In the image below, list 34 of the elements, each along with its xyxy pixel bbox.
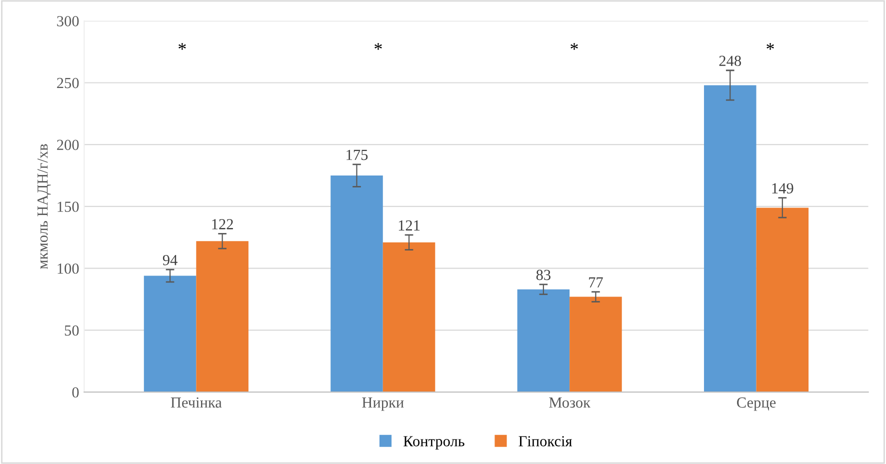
y-tick-label: 200 [57,140,79,150]
y-tick-label: 0 [72,387,79,398]
bar [382,242,436,392]
data-label: 77 [589,277,603,288]
y-tick-label: 50 [64,325,79,336]
annotation: * [178,43,186,50]
x-tick-label: Нирки [362,398,404,411]
bar [704,85,756,392]
annotation: * [374,43,382,50]
legend-label: Контроль [404,436,464,450]
x-tick-label: Серце [737,397,776,411]
data-label: 149 [772,183,794,194]
y-tick-label: 300 [57,16,79,26]
data-label: 83 [536,270,550,280]
y-tick-label: 100 [58,263,79,274]
data-label: 122 [212,219,233,230]
data-label: 121 [398,220,420,230]
annotation: * [766,43,774,50]
x-tick-label: Печінка [170,397,222,408]
y-tick-label: 150 [58,202,79,212]
data-label: 175 [346,150,368,160]
bar [570,296,622,392]
bar [144,276,196,392]
data-label: 248 [719,56,742,66]
bar [196,241,248,392]
annotation: * [570,43,578,50]
data-label: 94 [162,254,178,266]
bar [517,289,570,392]
y-axis-title: мкмоль НАДН/г/хв [37,144,51,269]
y-tick-label: 250 [57,78,79,88]
legend-label: Гіпоксія [518,436,572,446]
bar [756,208,809,392]
x-tick-label: Мозок [549,398,591,408]
bar [330,176,383,392]
